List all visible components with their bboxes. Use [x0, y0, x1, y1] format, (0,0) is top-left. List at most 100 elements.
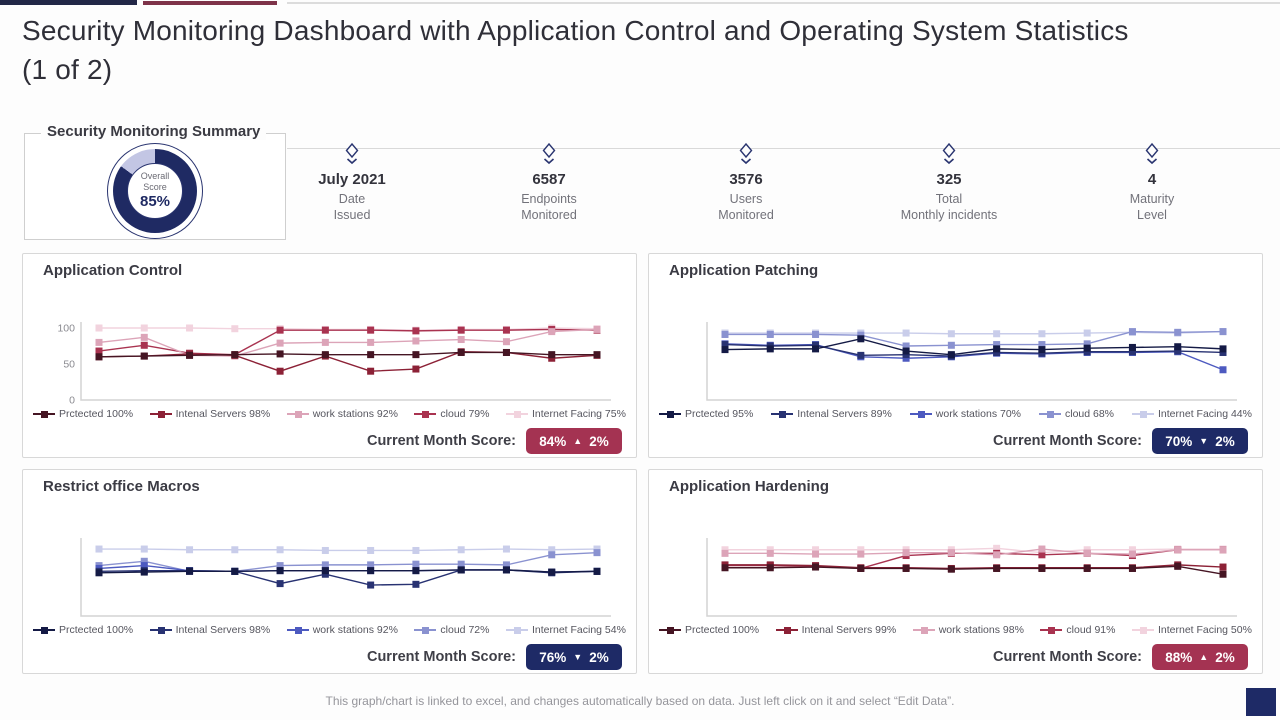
- legend-label: Intenal Servers 99%: [801, 624, 897, 636]
- donut-ring: Overall Score 85%: [113, 148, 197, 233]
- legend-label: work stations 92%: [312, 624, 398, 636]
- legend-marker-icon: [286, 626, 309, 634]
- score-trend-arrow-icon: ▲: [1199, 652, 1209, 662]
- donut-label-line2: Score: [143, 181, 167, 192]
- topbar-navy-accent: [0, 0, 137, 5]
- legend-item: work stations 92%: [286, 408, 398, 420]
- legend-item: cloud 79%: [414, 408, 489, 420]
- legend-marker-icon: [1040, 626, 1063, 634]
- legend-marker-icon: [505, 626, 528, 634]
- stat-label-line1: Maturity: [1129, 192, 1175, 206]
- line-chart[interactable]: [667, 284, 1245, 406]
- legend-label: work stations 98%: [938, 624, 1024, 636]
- stat-value: 325: [936, 171, 962, 188]
- svg-text:50: 50: [63, 359, 75, 371]
- stat-label-line1: Total: [935, 192, 963, 206]
- milestone-diamond-icon: [739, 142, 753, 165]
- stat-label-line2: Monitored: [521, 208, 577, 223]
- legend-label: Prctected 100%: [59, 408, 134, 420]
- score-badge: 84% ▲ 2%: [526, 428, 622, 454]
- legend-label: Prctected 100%: [59, 624, 134, 636]
- legend-marker-icon: [149, 626, 172, 634]
- panel-title: Application Patching: [669, 262, 819, 279]
- milestone-diamond-icon: [942, 142, 956, 165]
- legend-item: cloud 91%: [1040, 624, 1115, 636]
- legend-item: Prctected 100%: [33, 408, 133, 420]
- stat-label-line1: Endpoints: [521, 192, 577, 206]
- legend-label: work stations 92%: [312, 408, 398, 420]
- legend-label: cloud 68%: [1064, 408, 1115, 420]
- stat-item: 325 Total Monthly incidents: [839, 142, 1059, 224]
- legend-marker-icon: [659, 410, 681, 418]
- legend-marker-icon: [659, 626, 681, 634]
- score-row: Current Month Score: 84% ▲ 2%: [367, 428, 622, 454]
- legend-marker-icon: [414, 410, 437, 418]
- stat-label-line1: Users: [729, 192, 763, 206]
- stat-label: Endpoints Monitored: [439, 191, 659, 224]
- stat-label-line2: Level: [1137, 208, 1167, 223]
- score-delta: 2%: [1215, 649, 1235, 665]
- legend-item: Intenal Servers 98%: [149, 624, 270, 636]
- legend-label: Internet Facing 50%: [1157, 624, 1252, 636]
- stat-label: Date Issued: [242, 191, 462, 224]
- svg-text:0: 0: [69, 395, 75, 407]
- topbar-gray-line: [287, 2, 1280, 4]
- legend-label: Internet Facing 75%: [531, 408, 626, 420]
- stat-item: 6587 Endpoints Monitored: [439, 142, 659, 224]
- legend-label: cloud 72%: [440, 624, 490, 636]
- line-chart[interactable]: 100 50 0: [41, 284, 619, 406]
- stat-item: July 2021 Date Issued: [242, 142, 462, 224]
- stat-value: 6587: [532, 171, 566, 188]
- chart-panel-application-patching: Application Patching Prctected 95% Intenal…: [648, 253, 1263, 458]
- legend-marker-icon: [505, 410, 528, 418]
- stat-label: Users Monitored: [636, 191, 856, 224]
- stat-label-line1: Date: [338, 192, 366, 206]
- panel-title: Application Hardening: [669, 478, 830, 495]
- legend-marker-icon: [149, 410, 172, 418]
- legend-marker-icon: [1131, 626, 1154, 634]
- legend-label: work stations 70%: [935, 408, 1022, 420]
- chart-legend: Prctected 100% Intenal Servers 98% work st…: [33, 624, 626, 636]
- score-value: 88%: [1165, 649, 1193, 665]
- legend-item: Internet Facing 44%: [1132, 408, 1252, 420]
- score-trend-arrow-icon: ▼: [1199, 436, 1209, 446]
- legend-item: work stations 92%: [286, 624, 398, 636]
- score-value: 84%: [539, 433, 567, 449]
- overall-score-donut: Overall Score 85%: [107, 142, 203, 239]
- stat-label: Total Monthly incidents: [839, 191, 1059, 224]
- line-chart[interactable]: [41, 500, 619, 622]
- score-delta: 2%: [1215, 433, 1235, 449]
- milestone-diamond-icon: [542, 142, 556, 165]
- stat-item: 4 Maturity Level: [1042, 142, 1262, 224]
- legend-item: Prctected 100%: [33, 624, 133, 636]
- legend-item: Intenal Servers 99%: [775, 624, 897, 636]
- milestone-diamond-icon: [345, 142, 359, 165]
- legend-marker-icon: [1132, 410, 1154, 418]
- score-badge: 76% ▼ 2%: [526, 644, 622, 670]
- stat-value: July 2021: [318, 171, 386, 188]
- legend-item: cloud 72%: [414, 624, 489, 636]
- svg-text:100: 100: [57, 323, 75, 335]
- legend-marker-icon: [286, 410, 309, 418]
- summary-title: Security Monitoring Summary: [41, 123, 267, 140]
- score-label: Current Month Score:: [992, 433, 1142, 449]
- corner-navy-square: [1246, 688, 1276, 716]
- score-value: 76%: [539, 649, 567, 665]
- score-row: Current Month Score: 70% ▼ 2%: [993, 428, 1248, 454]
- line-chart[interactable]: [667, 500, 1245, 622]
- chart-panel-restrict-office-macros: Restrict office Macros Prctected 100% Inte…: [22, 469, 637, 674]
- stat-label: Maturity Level: [1042, 191, 1262, 224]
- stats-divider-line: [287, 148, 1280, 149]
- legend-item: Prctected 95%: [659, 408, 753, 420]
- chart-panel-application-control: Application Control 100 50 0 Prctected 100% I…: [22, 253, 637, 458]
- legend-label: Prctected 95%: [685, 408, 754, 420]
- stat-value: 4: [1147, 171, 1157, 188]
- legend-marker-icon: [414, 626, 437, 634]
- score-label: Current Month Score:: [366, 433, 516, 449]
- legend-marker-icon: [771, 410, 794, 418]
- topbar-maroon-accent: [143, 1, 277, 5]
- legend-label: cloud 79%: [440, 408, 490, 420]
- donut-label-line1: Overall: [140, 171, 170, 182]
- legend-marker-icon: [1038, 410, 1061, 418]
- score-delta: 2%: [589, 649, 609, 665]
